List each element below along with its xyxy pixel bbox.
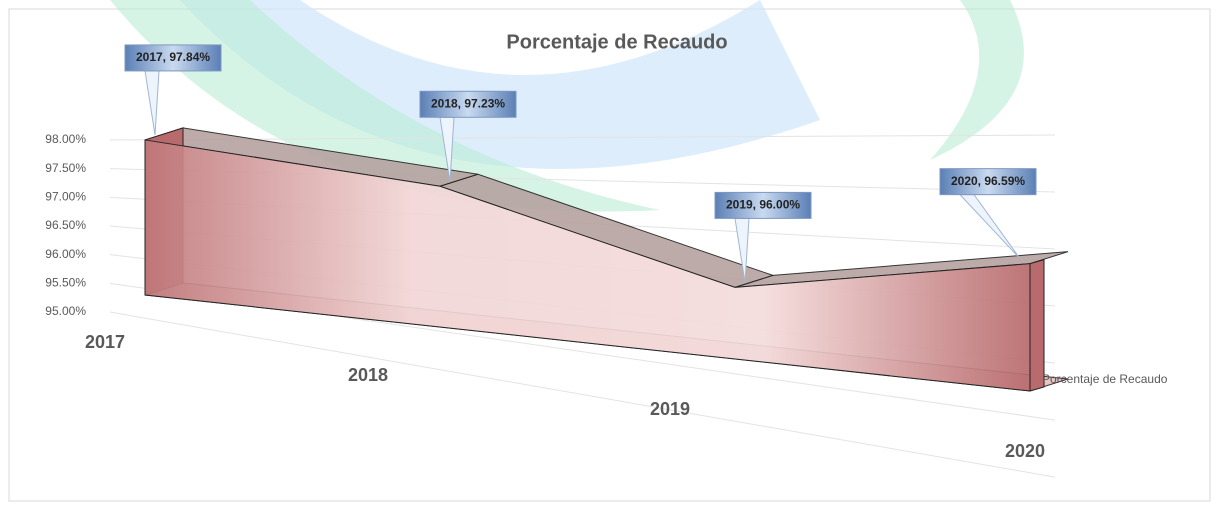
y-tick-label: 96.00% — [45, 247, 86, 261]
y-tick-label: 98.00% — [45, 132, 86, 146]
grid-line — [109, 311, 1056, 478]
y-tick-label: 97.00% — [45, 190, 86, 204]
decor-arc — [110, 0, 660, 212]
x-tick-label: 2017 — [85, 332, 125, 352]
data-label-box — [419, 90, 517, 118]
y-tick-label: 97.50% — [45, 161, 86, 175]
data-label: 2020, 96.59% — [951, 174, 1025, 188]
data-label: 2019, 96.00% — [726, 198, 800, 212]
x-tick-label: 2020 — [1005, 441, 1045, 461]
data-label-box — [124, 44, 222, 72]
chart-title: Porcentaje de Recaudo — [506, 31, 727, 53]
y-tick-label: 95.00% — [45, 304, 86, 318]
data-label: 2018, 97.23% — [431, 96, 505, 110]
decor-arc — [180, 0, 820, 169]
data-label-box — [939, 168, 1037, 196]
x-tick-label: 2018 — [348, 365, 388, 385]
area-side — [1029, 258, 1045, 392]
x-tick-label: 2019 — [650, 399, 690, 419]
grid-line — [109, 134, 1056, 141]
data-label: 2017, 97.84% — [136, 50, 210, 64]
decor-arc — [930, 0, 1024, 160]
y-tick-label: 96.50% — [45, 218, 86, 232]
y-tick-label: 95.50% — [45, 276, 86, 290]
data-label-box — [714, 191, 812, 219]
depth-axis-label: Porcentaje de Recaudo — [1042, 372, 1168, 386]
